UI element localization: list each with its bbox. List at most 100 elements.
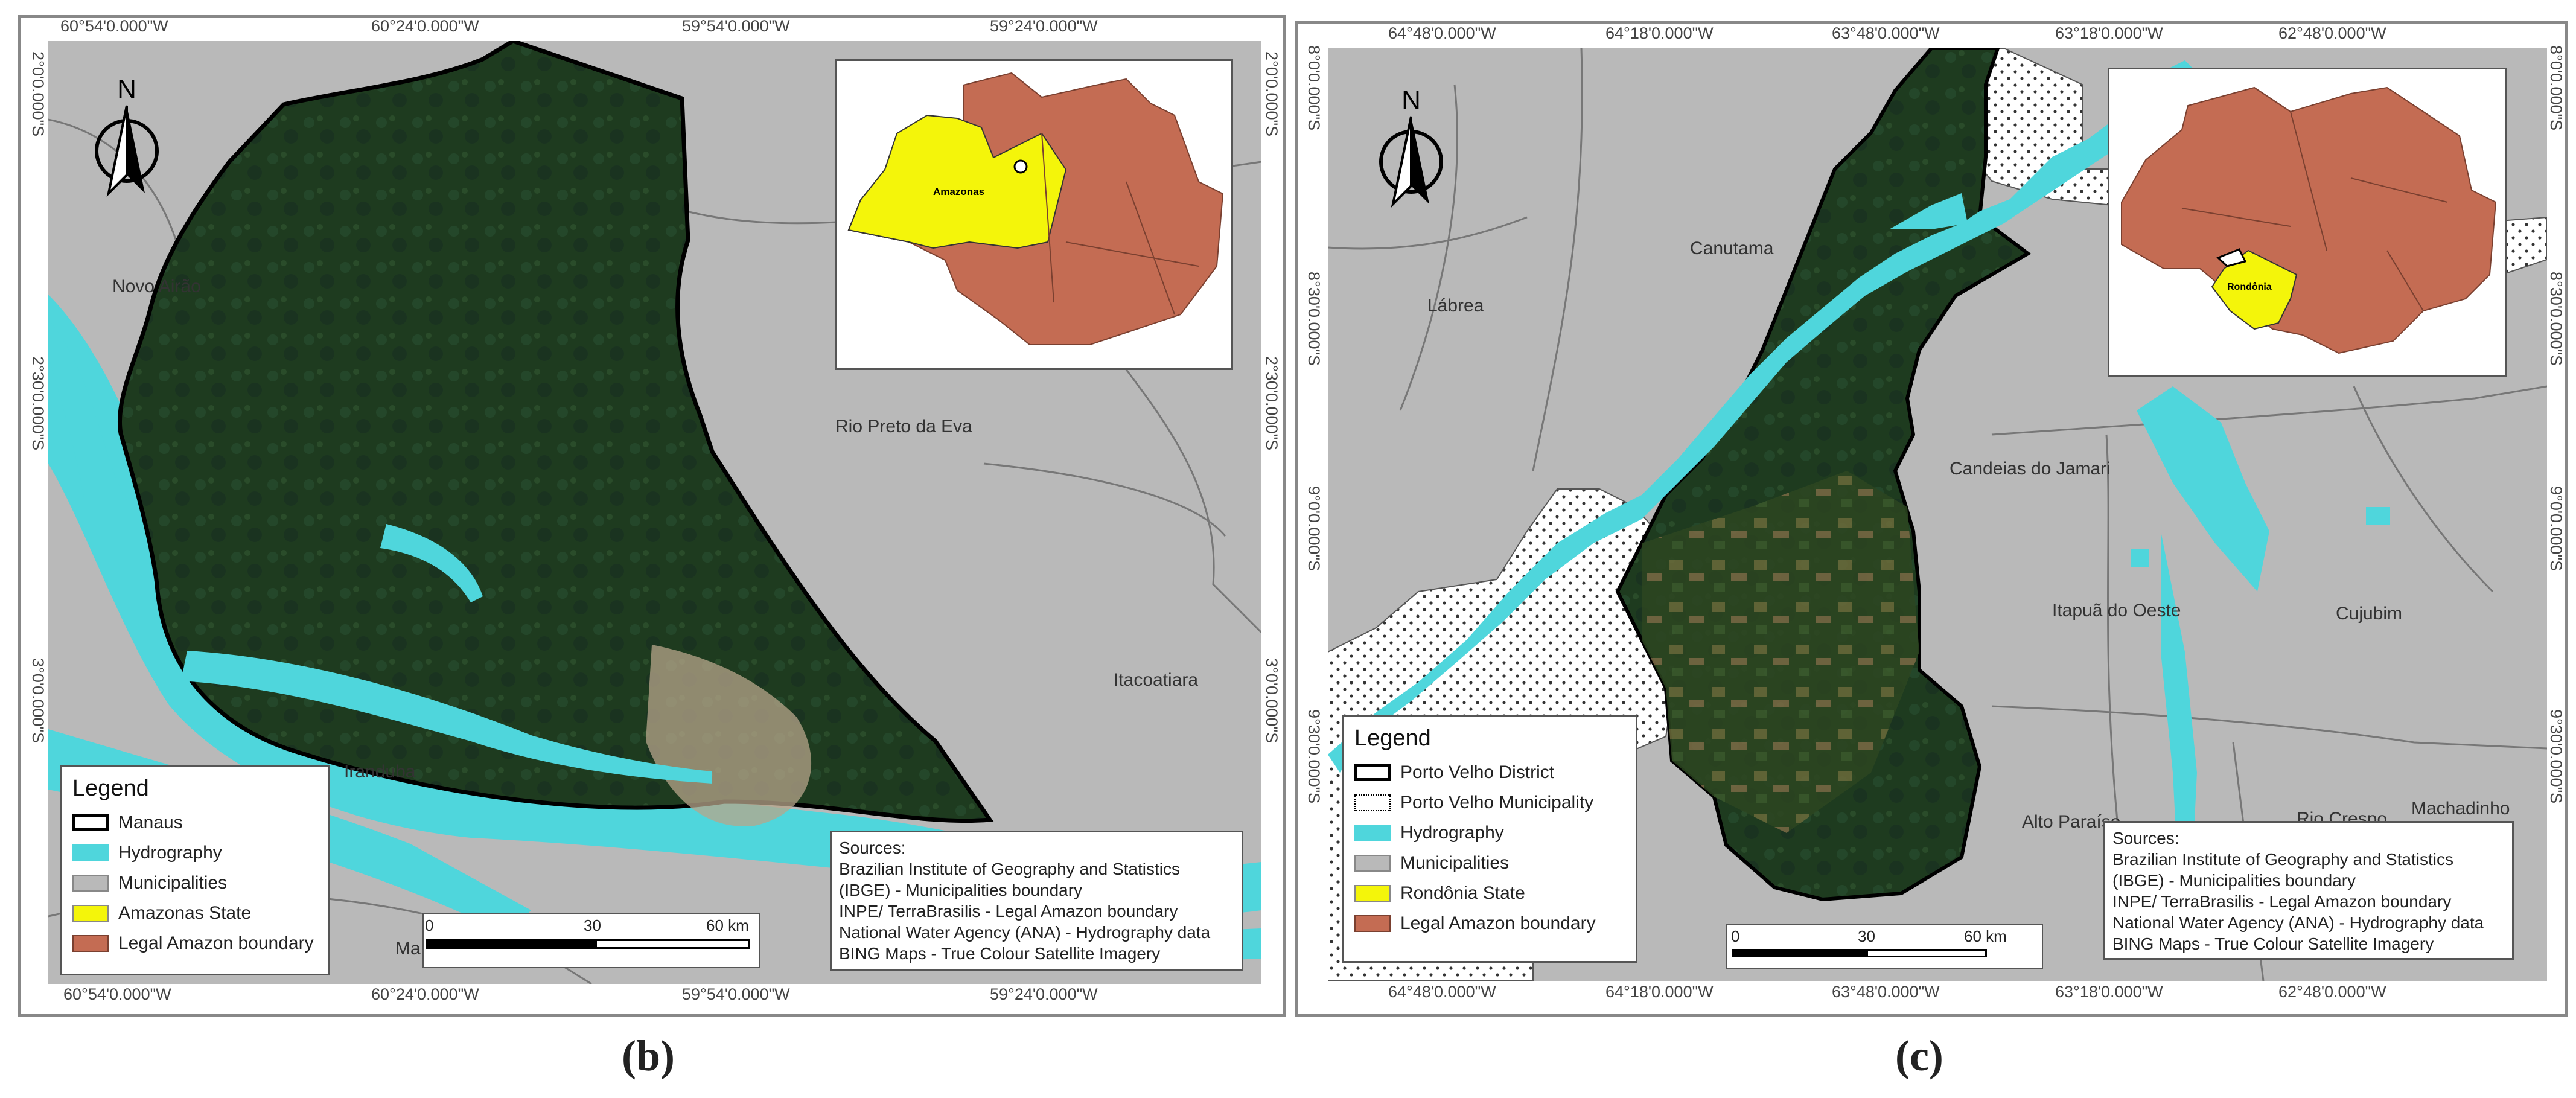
top-tick: 63°18'0.000"W (2055, 24, 2163, 42)
hydrography-river (2137, 386, 2269, 592)
legend-label: Municipalities (1400, 853, 1510, 873)
legend-swatch (1354, 825, 1391, 841)
sources-line: National Water Agency (ANA) - Hydrograph… (839, 923, 1211, 942)
bottom-tick: 60°24'0.000"W (371, 985, 479, 1003)
sources-line: (IBGE) - Municipalities boundary (839, 881, 1083, 899)
panel-b: 60°54'0.000"W 60°24'0.000"W 59°54'0.000"… (18, 15, 1286, 1080)
legend-item: Porto Velho District (1354, 758, 1625, 788)
scale-label: 60 km (706, 916, 749, 934)
scale-bar-segment (1866, 949, 1987, 957)
top-tick: 60°54'0.000"W (60, 17, 168, 35)
north-label: N (1401, 85, 1421, 115)
sources-line: Brazilian Institute of Geography and Sta… (839, 860, 1180, 878)
state-boundary (2181, 111, 2448, 311)
legend-item: Hydrography (1354, 818, 1625, 848)
panel-c: 64°48'0.000"W 64°18'0.000"W 63°48'0.000"… (1292, 0, 2576, 1098)
scale-label: 60 km (1964, 927, 2007, 945)
place-label: Lábrea (1427, 296, 1484, 316)
right-tick: 9°30'0.000"S (2547, 709, 2565, 804)
municipality-boundary (1328, 216, 1528, 250)
top-tick: 62°48'0.000"W (2278, 24, 2386, 42)
bottom-tick: 59°24'0.000"W (990, 985, 1098, 1003)
legend-item: Porto Velho Municipality (1354, 788, 1625, 818)
sources-line: BING Maps - True Colour Satellite Imager… (2112, 934, 2434, 953)
sources-line: BING Maps - True Colour Satellite Imager… (839, 944, 1161, 963)
bottom-tick: 60°54'0.000"W (63, 985, 171, 1003)
sources-box: Sources: Brazilian Institute of Geograph… (2103, 821, 2514, 960)
bottom-tick: 64°18'0.000"W (1605, 983, 1714, 1001)
legend-item: Manaus (72, 808, 317, 838)
municipality-boundary (1399, 84, 1458, 411)
left-tick: 9°0'0.000"S (1305, 486, 1323, 572)
legend-item: Rondônia State (1354, 878, 1625, 908)
municipality-boundary (983, 462, 1226, 537)
inset-map-rondonia: Rondônia (2108, 68, 2507, 377)
legend-item: Hydrography (72, 838, 317, 868)
left-tick: 3°0'0.000"S (29, 658, 47, 744)
left-tick: 2°30'0.000"S (29, 356, 47, 451)
right-tick: 2°0'0.000"S (1263, 51, 1281, 137)
bottom-tick: 63°18'0.000"W (2055, 983, 2163, 1001)
scale-label: 0 (1731, 927, 1740, 945)
legend-panel-b: Legend Manaus Hydrography Municipalities… (60, 765, 330, 975)
place-label: Cujubim (2336, 604, 2403, 624)
sources-line: Brazilian Institute of Geography and Sta… (2112, 850, 2453, 869)
sources-line: Sources: (2112, 829, 2179, 847)
legend-swatch (1354, 764, 1391, 781)
right-tick: 8°0'0.000"S (2547, 45, 2565, 131)
scale-label: 30 (1858, 927, 1875, 945)
scale-bar: 0 30 60 km (1726, 924, 2043, 969)
inset-map-amazonas: Amazonas (835, 59, 1233, 370)
left-tick: 8°0'0.000"S (1305, 45, 1323, 131)
inset-state-label: Rondônia (2227, 282, 2272, 292)
legend-label: Porto Velho Municipality (1400, 793, 1594, 812)
legend-swatch (72, 814, 109, 831)
municipality-boundary (2353, 386, 2494, 593)
legend-swatch (1354, 885, 1391, 902)
right-tick: 9°0'0.000"S (2547, 486, 2565, 572)
manaus-marker (1013, 159, 1028, 174)
hydrography-river (2161, 531, 2197, 893)
legend-swatch (1354, 915, 1391, 932)
top-tick: 63°48'0.000"W (1832, 24, 1940, 42)
legal-amazon-region (2121, 86, 2497, 354)
left-tick: 9°30'0.000"S (1305, 709, 1323, 804)
right-tick: 8°30'0.000"S (2547, 272, 2565, 366)
inset-map-svg: Rondônia (2121, 86, 2497, 354)
place-label: Canutama (1690, 238, 1774, 258)
left-tick: 2°0'0.000"S (29, 51, 47, 137)
top-tick: 60°24'0.000"W (371, 17, 479, 35)
legend-label: Rondônia State (1400, 883, 1525, 903)
place-label: Ma (395, 939, 421, 959)
hydrography-river (1889, 193, 1968, 229)
legend-label: Amazonas State (118, 903, 252, 923)
scale-bar-segment (595, 939, 750, 949)
sources-box: Sources: Brazilian Institute of Geograph… (830, 831, 1243, 971)
place-label: Rio Preto da Eva (835, 417, 972, 436)
right-tick: 3°0'0.000"S (1263, 658, 1281, 744)
hydrography-river (48, 319, 127, 500)
place-label: Machadinho (2411, 799, 2510, 819)
right-tick: 2°30'0.000"S (1263, 356, 1281, 451)
scale-bar-segment (426, 939, 595, 949)
sources-line: INPE/ TerraBrasilis - Legal Amazon bound… (2112, 892, 2452, 911)
state-boundary (1041, 133, 1199, 315)
figure-caption: (b) (622, 1032, 675, 1080)
hydrography-river (2131, 549, 2149, 567)
scale-label: 30 (584, 916, 601, 934)
scale-label: 0 (425, 916, 434, 934)
legend-title: Legend (1354, 726, 1431, 751)
hydrography-river (2366, 507, 2390, 525)
legend-item: Municipalities (1354, 848, 1625, 878)
porto-velho-marker (2216, 248, 2247, 267)
municipality-boundary (2105, 434, 2120, 834)
top-tick: 59°54'0.000"W (682, 17, 790, 35)
left-tick: 8°30'0.000"S (1305, 272, 1323, 366)
sources-line: National Water Agency (ANA) - Hydrograph… (2112, 913, 2484, 932)
hydrography-river (181, 651, 712, 784)
bottom-tick: 59°54'0.000"W (682, 985, 790, 1003)
place-label: Candeias do Jamari (1950, 459, 2111, 479)
amazonas-state (847, 114, 1067, 249)
legend-label: Porto Velho District (1400, 762, 1555, 782)
legend-label: Municipalities (118, 873, 228, 893)
